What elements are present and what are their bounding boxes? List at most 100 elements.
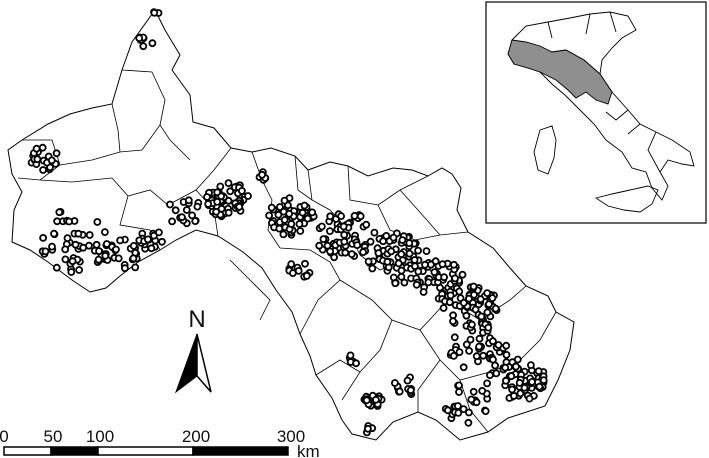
sample-point-marker [465, 346, 474, 355]
sample-point-marker [48, 242, 56, 251]
north-arrow-left-half [174, 333, 198, 394]
sample-point-marker [475, 342, 484, 351]
sample-point-marker [491, 304, 500, 313]
sample-point-marker [74, 229, 83, 238]
sample-point-marker [394, 259, 403, 268]
sample-points [27, 8, 548, 437]
sample-point-marker [244, 192, 252, 200]
sample-point-marker [191, 217, 200, 226]
sample-point-marker [464, 408, 473, 417]
sample-point-marker [488, 337, 497, 346]
sample-point-marker [131, 263, 140, 272]
sample-point-marker [398, 236, 407, 245]
sample-point-marker [326, 212, 335, 221]
sample-point-marker [368, 264, 377, 273]
sample-point-marker [203, 193, 211, 201]
sample-point-marker [451, 274, 459, 283]
sample-point-marker [265, 211, 274, 220]
sample-point-marker [397, 272, 406, 281]
sample-point-marker [337, 212, 346, 221]
sample-point-marker [501, 376, 510, 385]
sample-point-marker [50, 229, 58, 238]
sample-point-marker [508, 385, 516, 394]
sample-point-marker [68, 257, 77, 266]
sample-point-marker [395, 387, 404, 396]
sample-point-marker [61, 245, 70, 254]
sample-point-marker [94, 255, 103, 264]
sample-point-marker [182, 206, 191, 214]
sample-point-marker [483, 308, 492, 317]
sample-point-marker [287, 220, 296, 228]
sample-point-marker [224, 208, 233, 217]
scale-tick-300: 300 [277, 427, 305, 446]
sample-point-marker [71, 240, 80, 249]
sample-point-marker [33, 155, 42, 164]
sample-point-marker [479, 351, 488, 360]
sample-point-marker [405, 239, 414, 248]
sample-point-marker [52, 149, 61, 158]
sample-point-marker [317, 222, 326, 231]
scale-unit: km [297, 442, 320, 458]
sample-point-marker [356, 212, 365, 221]
sample-point-marker [296, 227, 305, 235]
sample-point-marker [387, 247, 396, 256]
sample-point-marker [469, 387, 478, 396]
sample-point-marker [135, 34, 144, 42]
sample-point-marker [400, 278, 409, 287]
sample-point-marker [32, 144, 41, 153]
sample-point-marker [39, 233, 47, 242]
sample-point-marker [412, 280, 421, 289]
sample-point-marker [112, 245, 120, 254]
sample-point-marker [325, 227, 334, 236]
sample-point-marker [101, 251, 110, 260]
sample-point-marker [469, 282, 478, 291]
sample-point-marker [362, 396, 371, 405]
sample-point-marker [41, 247, 50, 256]
sample-point-marker [424, 278, 433, 287]
sample-point-marker [472, 352, 481, 361]
sardinia [533, 125, 557, 175]
sample-point-marker [419, 288, 428, 296]
sample-point-marker [467, 320, 476, 329]
sample-point-marker [446, 291, 455, 300]
sample-point-marker [350, 211, 359, 220]
sample-point-marker [116, 236, 124, 245]
sample-point-marker [389, 233, 398, 242]
sample-point-marker [374, 249, 383, 258]
sample-point-marker [450, 333, 459, 342]
sample-point-marker [364, 257, 373, 266]
sample-point-marker [485, 371, 494, 380]
sample-point-marker [449, 317, 457, 326]
scale-segment-4 [192, 446, 289, 456]
sample-point-marker [449, 351, 458, 360]
sample-point-marker [67, 268, 76, 276]
sample-point-marker [534, 367, 543, 376]
sample-point-marker [470, 290, 478, 299]
scale-bar: 0 50 100 200 300 km [0, 427, 320, 458]
sample-point-marker [475, 334, 484, 343]
sample-point-marker [346, 351, 355, 360]
scale-tick-200: 200 [182, 427, 210, 446]
sample-point-marker [440, 273, 449, 282]
sample-point-marker [101, 228, 109, 237]
sample-point-marker [459, 363, 468, 372]
sample-point-marker [515, 378, 524, 387]
sample-point-marker [483, 379, 492, 388]
scale-segment-2 [50, 446, 99, 456]
sample-point-marker [148, 39, 157, 48]
sample-point-marker [279, 230, 288, 239]
sample-point-marker [237, 186, 246, 195]
sample-point-marker [459, 405, 468, 414]
sample-point-marker [121, 264, 129, 273]
sample-point-marker [258, 170, 267, 179]
sample-point-marker [341, 248, 350, 257]
sample-point-marker [224, 179, 233, 188]
north-label: N [188, 306, 205, 333]
highlighted-regions [507, 39, 613, 105]
sample-point-marker [300, 201, 309, 210]
sample-point-marker [527, 361, 535, 370]
sample-point-marker [455, 348, 464, 357]
sample-point-marker [216, 182, 225, 191]
sample-point-marker [439, 304, 448, 312]
